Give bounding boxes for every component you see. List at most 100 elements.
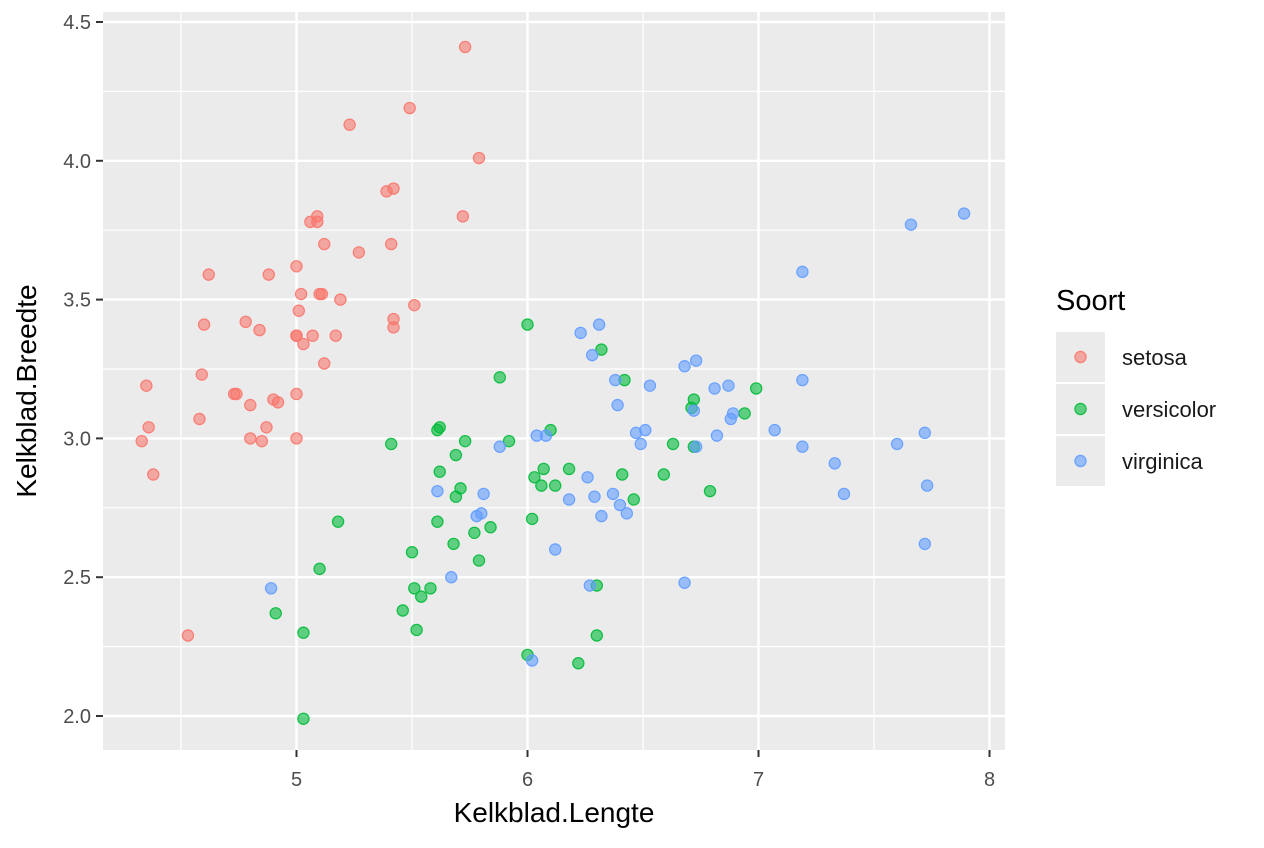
data-point-setosa	[385, 237, 398, 251]
data-point-setosa	[318, 237, 331, 251]
data-point-versicolor	[590, 629, 604, 642]
data-point-virginica	[431, 484, 444, 498]
data-point-virginica	[918, 426, 932, 440]
data-points	[135, 40, 971, 725]
legend-marker-versicolor	[1074, 402, 1087, 416]
y-axis-title: Kelkblad.Breedte	[11, 284, 42, 497]
data-point-versicolor	[454, 482, 467, 495]
data-point-setosa	[202, 268, 215, 281]
data-point-setosa	[297, 337, 310, 351]
data-point-virginica	[493, 440, 506, 453]
data-point-setosa	[458, 40, 472, 54]
data-point-virginica	[583, 579, 597, 592]
minor-gridlines	[103, 12, 1005, 750]
data-point-versicolor	[424, 582, 437, 595]
data-point-versicolor	[269, 607, 282, 620]
data-point-versicolor	[405, 546, 419, 559]
data-point-versicolor	[415, 590, 428, 603]
data-point-versicolor	[472, 554, 486, 567]
data-point-versicolor	[666, 437, 680, 451]
data-point-versicolor	[572, 657, 585, 670]
data-point-virginica	[796, 440, 809, 453]
data-point-setosa	[315, 287, 329, 301]
y-tick-label: 3.5	[63, 290, 91, 312]
legend: Soort setosa versicolor virginica	[1056, 285, 1216, 486]
x-tick-label: 5	[291, 769, 302, 791]
data-point-setosa	[294, 287, 308, 301]
data-point-virginica	[634, 437, 647, 451]
data-point-virginica	[726, 407, 740, 420]
legend-label-virginica: virginica	[1122, 449, 1203, 474]
data-point-virginica	[796, 265, 809, 279]
data-point-virginica	[904, 218, 918, 231]
data-point-versicolor	[525, 512, 539, 526]
data-point-virginica	[611, 398, 624, 412]
data-point-virginica	[918, 537, 932, 551]
data-point-virginica	[796, 373, 809, 387]
series-setosa	[135, 40, 486, 642]
data-point-setosa	[387, 182, 400, 195]
major-gridlines	[103, 12, 1005, 750]
data-point-virginica	[828, 457, 841, 470]
data-point-versicolor	[535, 479, 548, 492]
data-point-versicolor	[595, 343, 608, 356]
data-point-virginica	[768, 423, 781, 437]
data-point-setosa	[456, 210, 470, 223]
y-axis: 2.0 2.5 3.0 3.5 4.0 4.5	[63, 12, 103, 728]
data-point-virginica	[920, 479, 934, 492]
data-point-virginica	[678, 576, 691, 589]
data-point-setosa	[271, 396, 285, 409]
data-point-versicolor	[449, 448, 463, 462]
data-point-virginica	[595, 509, 608, 523]
legend-item-versicolor: versicolor	[1056, 384, 1216, 434]
legend-title: Soort	[1056, 285, 1125, 317]
data-point-versicolor	[385, 437, 398, 451]
data-point-virginica	[525, 654, 539, 667]
plot-panel	[103, 12, 1005, 750]
data-point-versicolor	[431, 515, 444, 528]
data-point-virginica	[710, 429, 724, 442]
data-point-setosa	[311, 215, 324, 229]
data-point-virginica	[562, 493, 576, 506]
data-point-virginica	[639, 423, 652, 437]
data-point-setosa	[181, 629, 195, 642]
x-tick-label: 6	[522, 769, 533, 791]
data-point-versicolor	[331, 515, 345, 528]
data-point-versicolor	[458, 434, 472, 448]
data-point-virginica	[957, 207, 971, 220]
x-axis-title: Kelkblad.Lengte	[454, 797, 655, 828]
y-tick-label: 2.0	[63, 706, 91, 728]
data-point-setosa	[262, 268, 275, 281]
data-point-setosa	[290, 260, 303, 273]
y-tick-label: 2.5	[63, 567, 91, 589]
data-point-setosa	[408, 298, 421, 312]
data-point-virginica	[585, 348, 599, 362]
legend-label-versicolor: versicolor	[1122, 397, 1216, 422]
data-point-versicolor	[468, 526, 481, 539]
legend-label-setosa: setosa	[1122, 345, 1188, 370]
data-point-versicolor	[703, 484, 717, 498]
data-point-versicolor	[297, 626, 310, 639]
data-point-setosa	[230, 387, 243, 401]
data-point-virginica	[643, 379, 657, 392]
y-tick-label: 3.0	[63, 428, 91, 450]
data-point-setosa	[334, 293, 347, 306]
data-point-setosa	[387, 312, 400, 326]
data-point-virginica	[588, 490, 601, 503]
x-axis: 5 6 7 8	[291, 750, 995, 791]
data-point-virginica	[592, 318, 606, 331]
data-point-versicolor	[687, 393, 701, 406]
data-point-versicolor	[738, 407, 751, 420]
data-point-versicolor	[616, 468, 629, 481]
data-point-setosa	[193, 412, 206, 426]
data-point-virginica	[620, 507, 634, 520]
data-point-setosa	[142, 421, 155, 434]
data-point-setosa	[244, 432, 257, 445]
data-point-virginica	[609, 373, 622, 387]
data-point-setosa	[403, 101, 416, 115]
data-point-virginica	[445, 571, 458, 584]
series-versicolor	[269, 318, 763, 725]
data-point-setosa	[352, 246, 366, 259]
data-point-setosa	[290, 387, 303, 401]
series-virginica	[264, 207, 971, 667]
